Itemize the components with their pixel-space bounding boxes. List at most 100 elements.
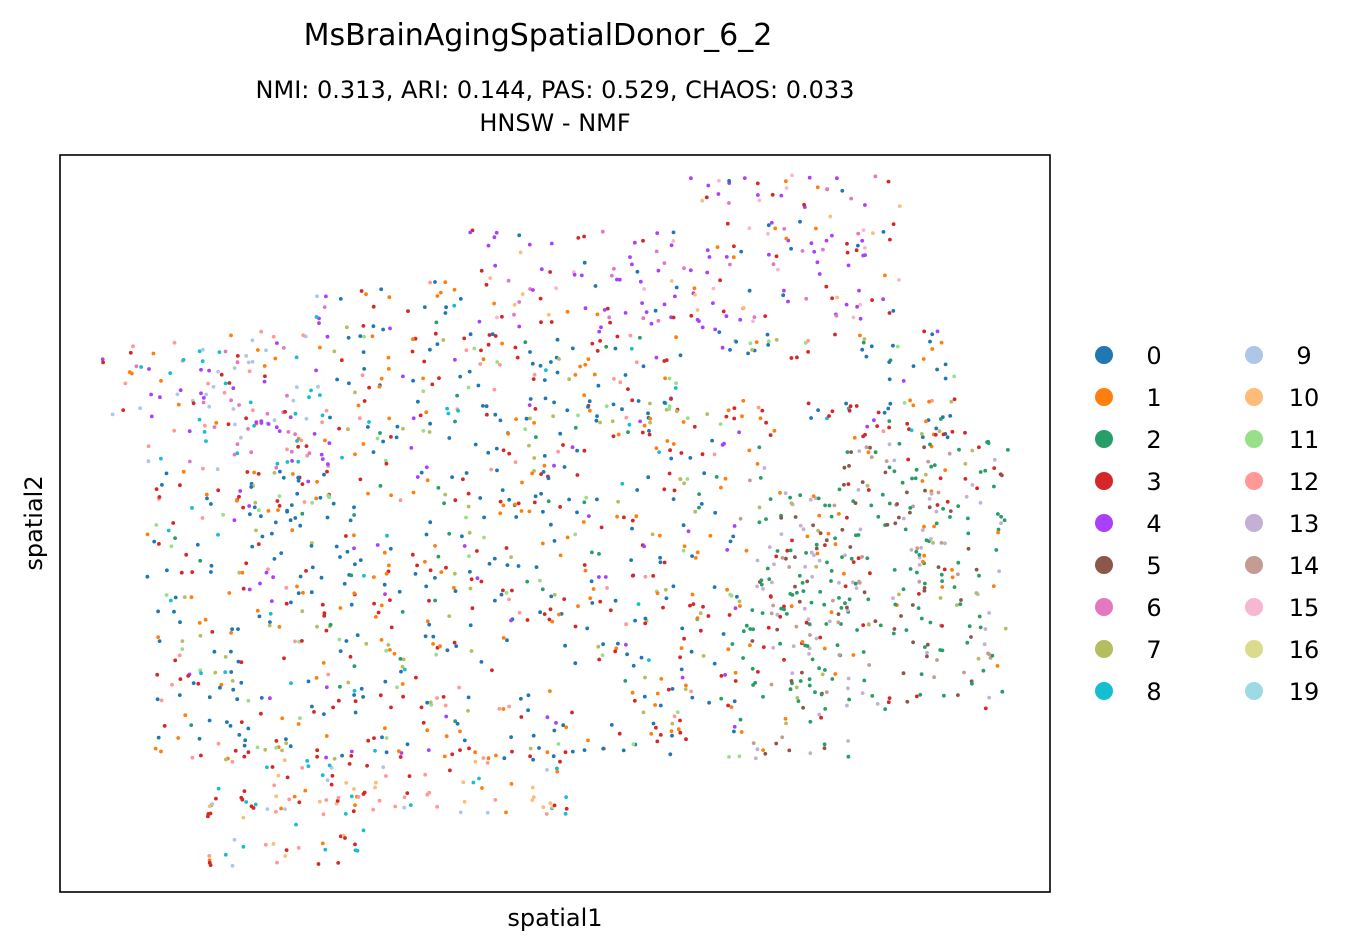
scatter-point [458, 748, 462, 752]
scatter-point [379, 376, 384, 381]
scatter-point [814, 546, 819, 551]
scatter-point [388, 648, 392, 652]
scatter-point [848, 404, 853, 409]
scatter-point [707, 255, 712, 259]
scatter-point [814, 542, 819, 547]
scatter-point [223, 655, 228, 659]
scatter-point [916, 606, 921, 610]
scatter-point [699, 502, 704, 506]
scatter-point [788, 548, 793, 553]
scatter-point [274, 809, 278, 814]
scatter-point [663, 376, 667, 381]
scatter-point [662, 261, 667, 265]
scatter-point [814, 636, 819, 641]
scatter-point [498, 499, 503, 504]
scatter-point [501, 588, 505, 593]
scatter-point [285, 447, 289, 452]
scatter-point [730, 642, 735, 646]
scatter-point [1000, 473, 1004, 478]
scatter-point [452, 287, 457, 292]
scatter-point [401, 694, 405, 699]
scatter-point [300, 639, 304, 643]
scatter-point [950, 568, 954, 572]
scatter-point [195, 542, 200, 547]
scatter-point [433, 576, 437, 580]
scatter-point [208, 811, 213, 816]
scatter-point [803, 341, 808, 345]
scatter-point [169, 544, 174, 549]
scatter-point [367, 420, 371, 424]
scatter-point [931, 541, 935, 545]
scatter-point [887, 501, 892, 506]
scatter-point [811, 494, 816, 498]
scatter-point [692, 286, 697, 291]
scatter-point [891, 309, 896, 313]
scatter-point [538, 610, 542, 615]
scatter-point [758, 476, 763, 480]
scatter-point [974, 591, 979, 595]
scatter-point [982, 642, 987, 647]
scatter-point [583, 568, 588, 573]
scatter-point [204, 439, 208, 443]
scatter-point [654, 446, 659, 451]
scatter-point [753, 756, 758, 761]
scatter-point [200, 359, 205, 364]
scatter-point [551, 414, 555, 419]
scatter-point [647, 429, 651, 433]
scatter-point [322, 712, 326, 716]
scatter-point [954, 603, 959, 607]
scatter-point [938, 648, 943, 652]
scatter-point [358, 334, 363, 338]
scatter-point [611, 402, 616, 407]
scatter-point [573, 532, 578, 537]
scatter-point [728, 348, 732, 352]
scatter-point [423, 634, 428, 639]
scatter-point [339, 358, 344, 363]
scatter-point [675, 710, 680, 714]
scatter-point [617, 277, 622, 282]
scatter-point [597, 329, 602, 334]
scatter-point [846, 263, 851, 268]
scatter-point [662, 560, 667, 565]
scatter-point [324, 294, 328, 299]
scatter-point [556, 742, 561, 746]
scatter-point [512, 303, 517, 307]
scatter-point [419, 470, 424, 475]
scatter-point [283, 854, 288, 858]
scatter-point [217, 350, 222, 354]
scatter-point [422, 359, 427, 364]
scatter-point [682, 481, 686, 486]
scatter-point [534, 565, 539, 569]
scatter-point [518, 250, 523, 255]
scatter-point [908, 506, 913, 510]
scatter-point [693, 556, 698, 560]
scatter-point [359, 289, 364, 293]
scatter-point [352, 513, 356, 517]
scatter-point [891, 343, 895, 348]
scatter-point [505, 563, 510, 567]
scatter-point [527, 509, 532, 514]
scatter-point [371, 807, 376, 812]
scatter-point [316, 862, 321, 866]
scatter-point [883, 273, 887, 278]
scatter-point [755, 584, 759, 589]
scatter-point [761, 587, 765, 591]
legend-label-5: 5 [1146, 552, 1161, 580]
scatter-point [756, 405, 761, 410]
scatter-point [307, 451, 312, 456]
scatter-point [801, 705, 805, 710]
scatter-point [231, 386, 236, 391]
scatter-point [230, 863, 235, 868]
scatter-point [490, 332, 495, 337]
scatter-point [527, 403, 532, 407]
scatter-point [793, 584, 797, 589]
scatter-point [189, 595, 194, 600]
scatter-point [956, 693, 960, 697]
scatter-point [833, 542, 838, 547]
scatter-point [854, 248, 859, 253]
scatter-point [865, 556, 870, 561]
scatter-point [943, 376, 948, 381]
scatter-point [247, 587, 252, 592]
scatter-point [846, 754, 851, 759]
scatter-point [669, 456, 674, 461]
